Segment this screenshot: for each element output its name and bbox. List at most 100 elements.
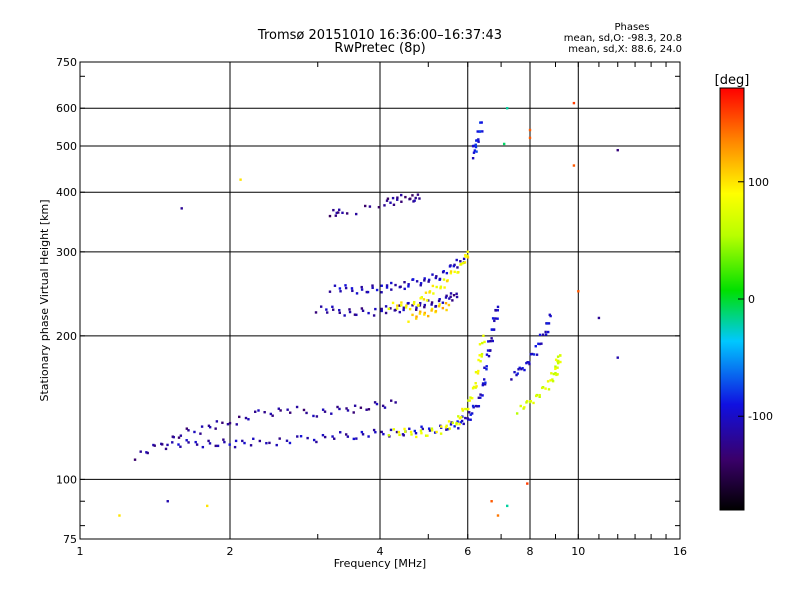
echo-point	[382, 432, 385, 436]
echo-point	[201, 445, 205, 449]
echo-point	[540, 386, 544, 390]
echo-point	[315, 415, 319, 418]
echo-point	[482, 378, 486, 381]
echo-point	[338, 311, 341, 315]
echo-point	[394, 308, 397, 312]
echo-point	[345, 407, 348, 410]
echo-point	[515, 412, 519, 415]
echo-point	[348, 308, 351, 311]
echo-point	[288, 411, 292, 414]
echo-point	[153, 444, 156, 447]
echo-point	[505, 107, 509, 110]
echo-point	[252, 437, 255, 441]
echo-point	[380, 284, 383, 287]
echo-point	[171, 441, 174, 444]
echo-point	[214, 444, 217, 448]
echo-point	[177, 436, 181, 439]
echo-point	[475, 150, 478, 153]
echo-point	[489, 349, 492, 352]
echo-point	[420, 431, 423, 435]
echo-point	[456, 271, 459, 274]
echo-point	[271, 414, 274, 417]
echo-point	[288, 441, 292, 445]
echo-point	[483, 366, 486, 369]
echo-point	[397, 430, 401, 434]
echo-point	[372, 428, 376, 432]
y-tick-label: 600	[56, 102, 77, 115]
echo-point	[222, 438, 225, 441]
echo-point	[249, 444, 253, 447]
echo-point	[338, 287, 342, 290]
echo-point	[554, 367, 557, 370]
echo-point	[467, 407, 470, 411]
y-tick-label: 100	[56, 473, 77, 486]
echo-point	[387, 307, 391, 311]
echo-point	[445, 428, 448, 431]
colorbar-tick-label: -100	[748, 410, 773, 423]
echo-point	[344, 286, 348, 290]
echo-point	[423, 279, 426, 282]
echo-point	[525, 399, 529, 403]
echo-point	[185, 439, 188, 442]
echo-point	[554, 371, 557, 375]
x-tick-label: 8	[527, 545, 534, 558]
echo-point	[394, 283, 397, 287]
echo-point	[466, 256, 470, 259]
echo-point	[456, 420, 459, 423]
echo-point	[215, 420, 219, 423]
echo-point	[381, 404, 385, 408]
echo-point	[207, 439, 210, 443]
echo-point	[177, 443, 180, 446]
echo-point	[476, 139, 479, 142]
echo-point	[471, 157, 475, 160]
echo-point	[474, 404, 478, 408]
echo-point	[269, 412, 273, 416]
echo-point	[554, 365, 557, 368]
echo-point	[437, 299, 441, 303]
echo-point	[546, 380, 550, 383]
echo-point	[258, 439, 262, 443]
echo-point	[321, 433, 325, 437]
echo-point	[556, 355, 560, 358]
echo-point	[314, 311, 318, 314]
echo-point	[226, 422, 230, 426]
echo-point	[385, 199, 389, 202]
echo-point	[187, 429, 190, 432]
echo-point	[597, 316, 601, 320]
echo-point	[164, 447, 168, 451]
echo-point	[277, 407, 280, 410]
echo-point	[430, 301, 434, 304]
echo-point	[312, 414, 315, 418]
echo-point	[438, 303, 441, 306]
echo-point	[521, 367, 524, 370]
echo-point	[444, 296, 448, 299]
y-axis-label: Stationary phase Virtual Height [km]	[38, 199, 51, 401]
echo-point	[439, 432, 443, 435]
echo-point	[534, 345, 537, 348]
echo-point	[554, 358, 558, 361]
echo-point	[216, 444, 220, 448]
echo-point	[412, 300, 416, 304]
echo-point	[424, 291, 428, 294]
echo-point	[483, 383, 487, 386]
echo-point	[462, 422, 465, 426]
echo-point	[343, 314, 346, 317]
echo-point	[458, 417, 462, 420]
echo-point	[268, 441, 271, 445]
echo-point	[472, 144, 475, 148]
echo-point	[187, 441, 190, 444]
echo-point	[491, 317, 495, 320]
stats-o-line: mean, sd,O: -98.3, 20.8	[563, 33, 682, 44]
echo-point	[415, 280, 419, 283]
echo-point	[445, 279, 449, 283]
echo-point	[434, 276, 438, 280]
echo-point	[421, 427, 424, 431]
echo-point	[480, 355, 483, 358]
echo-point	[385, 284, 389, 287]
echo-point	[529, 353, 533, 356]
echo-point	[477, 140, 480, 143]
echo-point	[477, 358, 480, 362]
echo-point	[505, 504, 509, 508]
echo-point	[409, 430, 413, 434]
echo-point	[415, 315, 418, 318]
